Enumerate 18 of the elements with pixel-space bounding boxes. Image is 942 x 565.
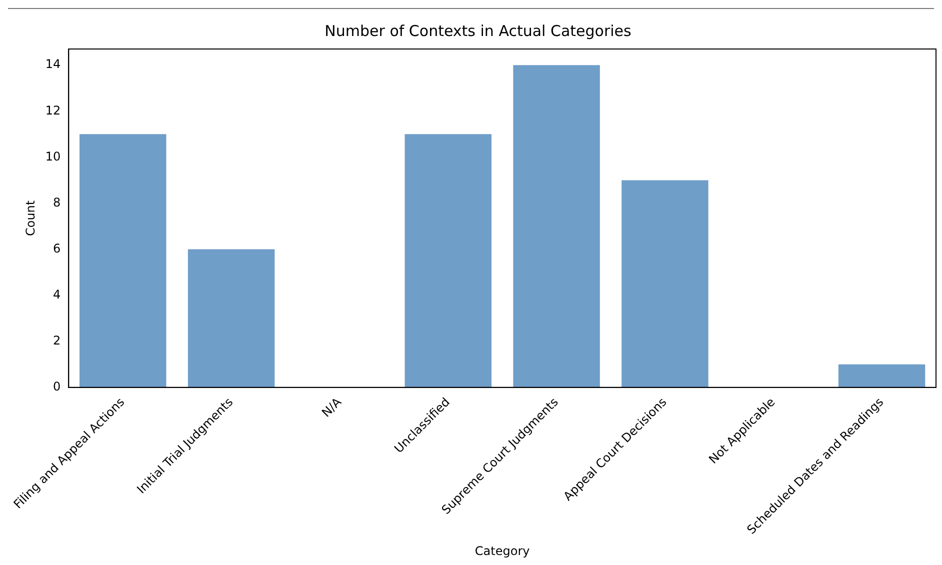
bar <box>513 65 600 388</box>
y-tick-label: 8 <box>53 195 61 210</box>
y-axis-title: Count <box>23 200 38 236</box>
x-axis-title: Category <box>474 544 530 558</box>
y-tick-label: 6 <box>53 241 61 256</box>
chart-title: Number of Contexts in Actual Categories <box>324 22 632 40</box>
y-tick-label: 4 <box>53 287 61 302</box>
bar <box>622 180 708 388</box>
bar <box>80 134 166 388</box>
y-tick-label: 14 <box>45 57 61 72</box>
y-tick-label: 10 <box>45 149 61 164</box>
y-tick-label: 2 <box>53 334 61 348</box>
y-tick-label: 0 <box>53 380 61 394</box>
x-tick-label: N/A <box>319 394 345 420</box>
bar <box>838 364 926 388</box>
bar <box>188 249 275 388</box>
y-tick-label: 12 <box>45 103 61 118</box>
bar <box>404 134 492 388</box>
